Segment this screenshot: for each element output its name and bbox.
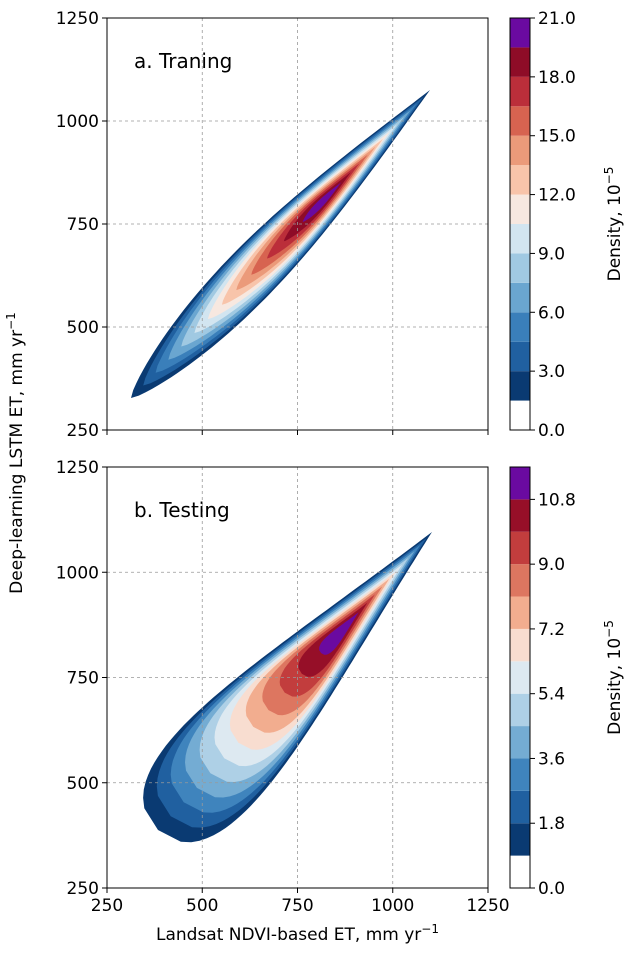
colorbar-tick-label: 21.0 — [538, 9, 576, 29]
colorbar-tick-label: 7.2 — [538, 620, 565, 640]
plot-frame — [106, 17, 489, 431]
colorbar-band — [510, 758, 530, 791]
colorbar-label-text: Density, 10 — [605, 638, 625, 735]
colorbar-band — [510, 371, 530, 401]
x-tick-label: 750 — [281, 896, 313, 916]
colorbar-band — [510, 106, 530, 136]
colorbar-tick-label: 5.4 — [538, 685, 565, 705]
panel-annotation: a. Traning — [134, 49, 232, 73]
colorbar-label: Density, 10−5 — [602, 620, 625, 735]
colorbar-label: Density, 10−5 — [602, 167, 625, 282]
colorbar-band — [510, 135, 530, 166]
colorbar-tick-label: 12.0 — [538, 186, 576, 206]
colorbar-tick-label: 9.0 — [538, 244, 565, 264]
colorbar-band — [510, 693, 530, 727]
colorbar-tick-label: 9.0 — [538, 555, 565, 575]
colorbar-band — [510, 400, 530, 430]
colorbar-band — [510, 790, 530, 824]
colorbar-tick-label: 18.0 — [538, 68, 576, 88]
colorbar-band — [510, 596, 530, 629]
y-tick-label: 750 — [67, 215, 99, 235]
colorbar-band — [510, 165, 530, 195]
colorbar-frame — [509, 17, 531, 431]
colorbar-band — [510, 531, 530, 565]
panel-annotation: b. Testing — [134, 498, 230, 522]
colorbar-tick-label: 15.0 — [538, 127, 576, 147]
colorbar-band — [510, 467, 530, 500]
colorbar-band — [510, 312, 530, 342]
x-tick-label: 500 — [186, 896, 218, 916]
colorbar-tick-label: 3.6 — [538, 749, 565, 769]
x-tick-label: 250 — [91, 896, 123, 916]
y-tick-label: 750 — [67, 669, 99, 689]
colorbar-tick-label: 0.0 — [538, 879, 565, 899]
y-axis-label-text: Deep-learning LSTM ET, mm yr — [7, 330, 27, 594]
colorbar-tick-label: 10.8 — [538, 490, 576, 510]
x-axis-label-text: Landsat NDVI-based ET, mm yr — [156, 925, 421, 945]
y-tick-label: 1000 — [56, 112, 99, 132]
colorbar-band — [510, 224, 530, 254]
density-contour — [319, 612, 359, 655]
y-tick-label: 500 — [67, 774, 99, 794]
y-axis-label-exponent: −1 — [4, 312, 18, 330]
y-tick-label: 250 — [67, 879, 99, 899]
x-axis-label-exponent: −1 — [421, 922, 439, 936]
colorbar-band — [510, 564, 530, 597]
y-tick-label: 1250 — [56, 458, 99, 478]
colorbar-label-exponent: −5 — [602, 620, 616, 638]
y-tick-label: 500 — [67, 318, 99, 338]
colorbar-band — [510, 282, 530, 313]
y-axis-label: Deep-learning LSTM ET, mm yr−1 — [4, 312, 27, 594]
colorbar-band — [510, 855, 530, 888]
colorbar-tick-label: 0.0 — [538, 421, 565, 441]
colorbar-tick-label: 3.0 — [538, 362, 565, 382]
colorbar-band — [510, 341, 530, 372]
y-tick-label: 1000 — [56, 563, 99, 583]
colorbar-label-exponent: −5 — [602, 167, 616, 185]
colorbar-band — [510, 253, 530, 283]
colorbar-frame — [509, 466, 531, 889]
colorbar-tick-label: 6.0 — [538, 303, 565, 323]
x-tick-label: 1000 — [371, 896, 414, 916]
colorbar-tick-label: 1.8 — [538, 814, 565, 834]
x-tick-label: 1250 — [466, 896, 509, 916]
colorbar-band — [510, 726, 530, 759]
colorbar-band — [510, 76, 530, 107]
density-contour — [302, 182, 342, 222]
colorbar-band — [510, 194, 530, 224]
colorbar-band — [510, 499, 530, 532]
colorbar-band — [510, 823, 530, 856]
colorbar-band — [510, 47, 530, 77]
y-tick-label: 1250 — [56, 9, 99, 29]
x-axis-label: Landsat NDVI-based ET, mm yr−1 — [156, 922, 439, 945]
colorbar-band — [510, 18, 530, 48]
y-tick-label: 250 — [67, 421, 99, 441]
colorbar-band — [510, 661, 530, 694]
colorbar-band — [510, 628, 530, 662]
plot-frame — [106, 466, 489, 889]
colorbar-label-text: Density, 10 — [605, 184, 625, 281]
